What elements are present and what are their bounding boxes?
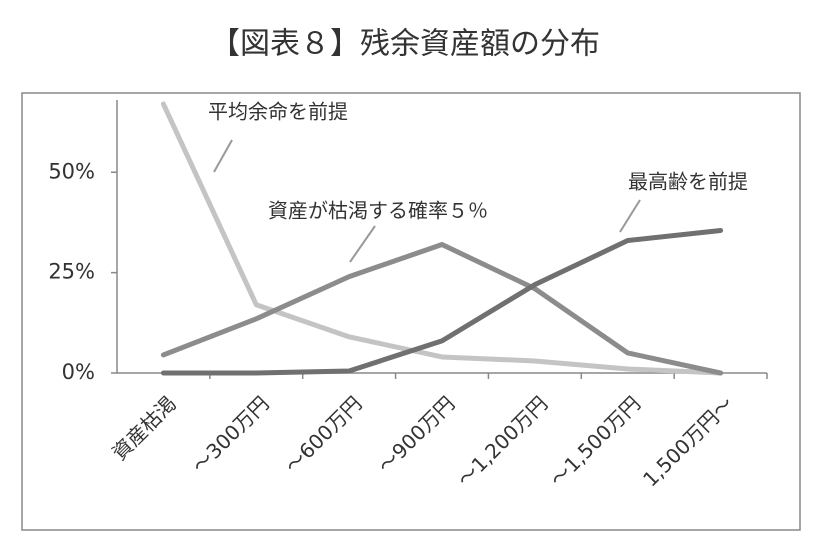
chart-frame [21,92,801,531]
x-tick-label: ～300万円 [187,391,273,477]
series-line [160,101,724,376]
x-tick-label: 1,500万円～ [638,391,738,491]
annotation-leader [349,225,376,263]
x-tick-label: 資産枯渇 [107,391,181,465]
x-tick-label: ～600万円 [280,391,366,477]
y-tick-label: 50% [48,159,95,183]
x-tick-label: ～900万円 [373,391,459,477]
annotation-leader [619,199,641,233]
chart-title: 【図表８】残余資産額の分布 [210,27,600,62]
annotation-leader [213,139,233,173]
x-tick-label: ～1,500万円 [545,391,645,491]
series-label: 最高齢を前提 [628,170,748,194]
y-tick-label: 0% [62,360,95,384]
series-label: 平均余命を前提 [208,100,348,124]
series-line [160,227,724,376]
y-tick-label: 25% [48,260,95,284]
x-tick-label: ～1,200万円 [452,391,552,491]
series-label: 資産が枯渇する確率５％ [268,199,488,223]
series-line [160,242,724,376]
